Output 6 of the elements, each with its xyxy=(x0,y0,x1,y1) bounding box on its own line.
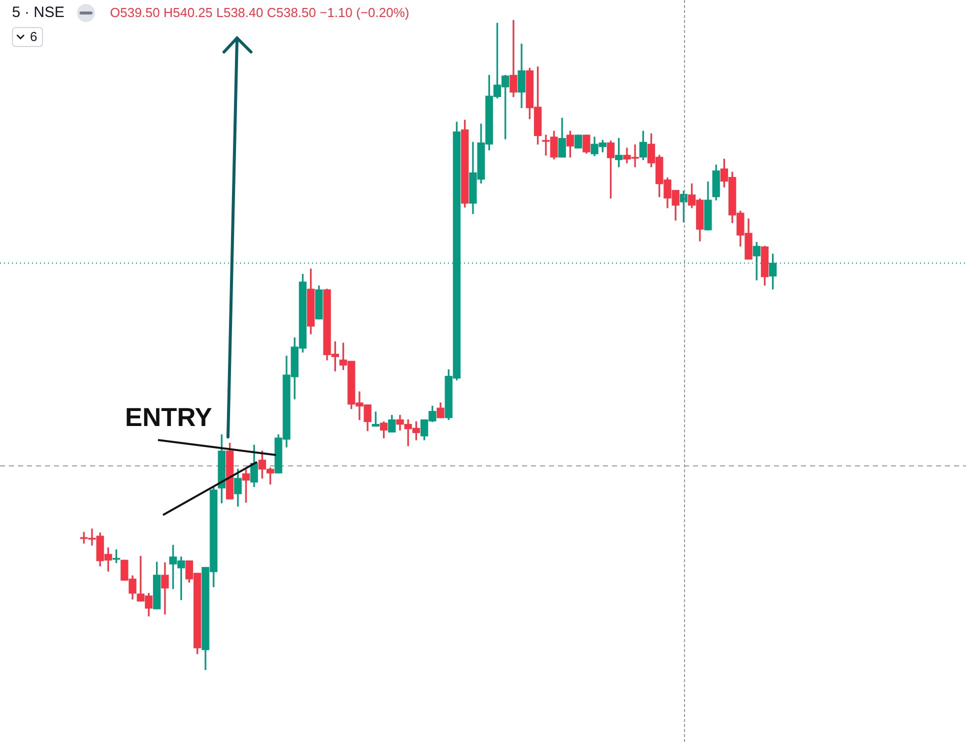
candlestick xyxy=(510,20,518,98)
annotation: O539.50 H540.25 L538.40 C538.50 −1.10 (−0.20%) xyxy=(110,5,410,20)
text: 6 xyxy=(30,29,38,44)
annotation: ENTRY xyxy=(125,402,212,433)
text: 5 · NSE xyxy=(12,4,65,21)
candlestick xyxy=(242,469,250,503)
